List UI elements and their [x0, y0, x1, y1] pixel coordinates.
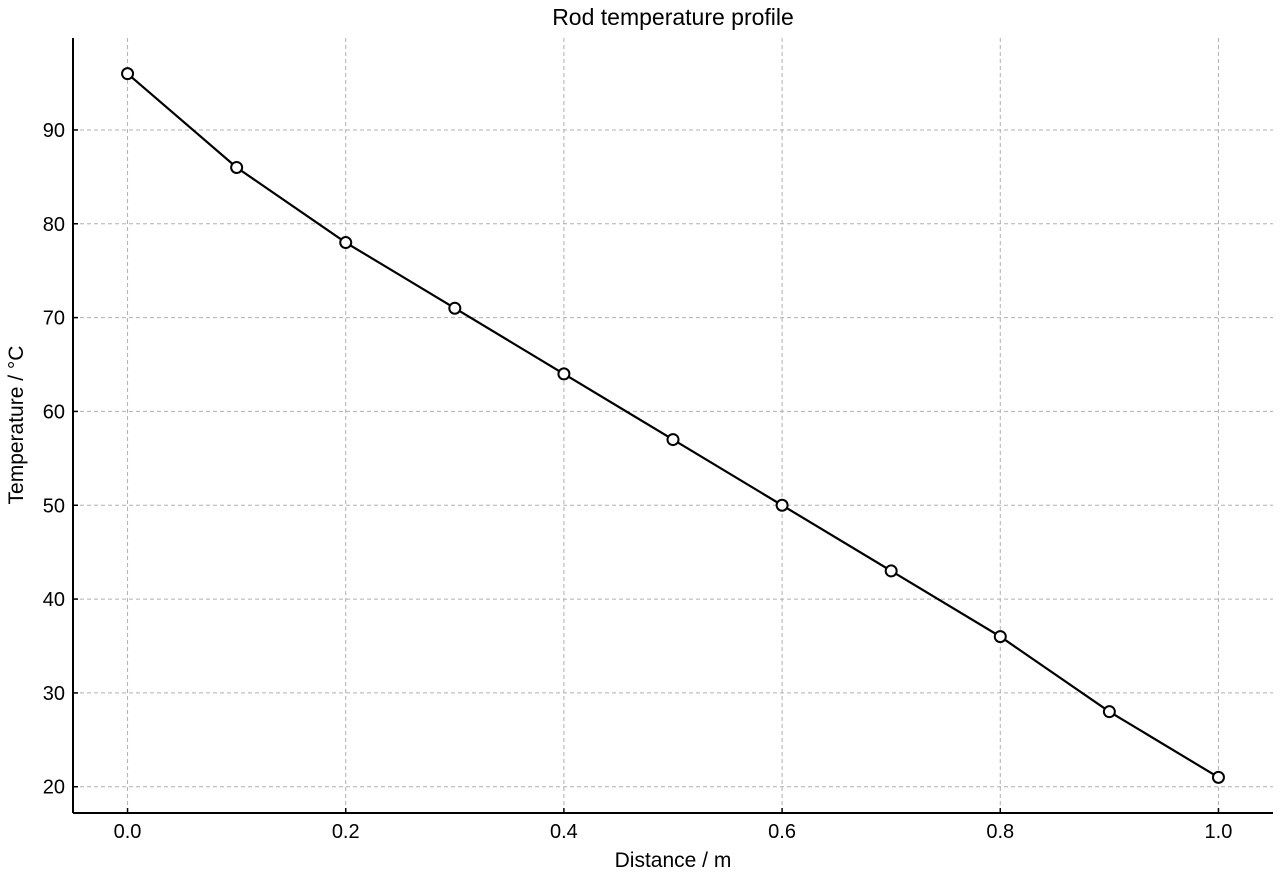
y-tick-label: 80: [43, 214, 65, 236]
data-point: [666, 433, 680, 447]
data-point: [884, 564, 898, 578]
y-tick-label: 50: [43, 495, 65, 517]
y-tick-label: 40: [43, 589, 65, 611]
x-tick-label: 0.6: [768, 821, 796, 843]
series-line: [126, 72, 1220, 779]
x-tick-label: 1.0: [1205, 821, 1233, 843]
data-point: [230, 160, 244, 174]
data-point: [339, 236, 353, 250]
y-tick-label: 90: [43, 120, 65, 142]
data-point: [448, 301, 462, 315]
data-point: [775, 498, 789, 512]
x-tick-label: 0.0: [114, 821, 142, 843]
y-tick-label: 70: [43, 308, 65, 330]
series: [121, 67, 1225, 784]
x-tick-label: 0.4: [550, 821, 578, 843]
y-axis-title: Temperature / °C: [5, 346, 28, 505]
data-point: [1102, 705, 1116, 719]
x-axis-title: Distance / m: [615, 849, 732, 872]
y-tick-label: 60: [43, 401, 65, 423]
grid: [73, 38, 1273, 813]
ticks: 0.0 0.2 0.4 0.6 0.8 1.0 20 30 40 50 60 70 80 90: [43, 120, 1233, 843]
x-tick-label: 0.8: [986, 821, 1014, 843]
y-tick-label: 20: [43, 777, 65, 799]
chart-title: Rod temperature profile: [552, 4, 794, 30]
x-tick-label: 0.2: [332, 821, 360, 843]
axes: [72, 38, 1273, 814]
data-point: [993, 630, 1007, 644]
y-tick-label: 30: [43, 683, 65, 705]
data-point: [1211, 770, 1225, 784]
data-point: [121, 67, 135, 81]
data-point: [557, 367, 571, 381]
